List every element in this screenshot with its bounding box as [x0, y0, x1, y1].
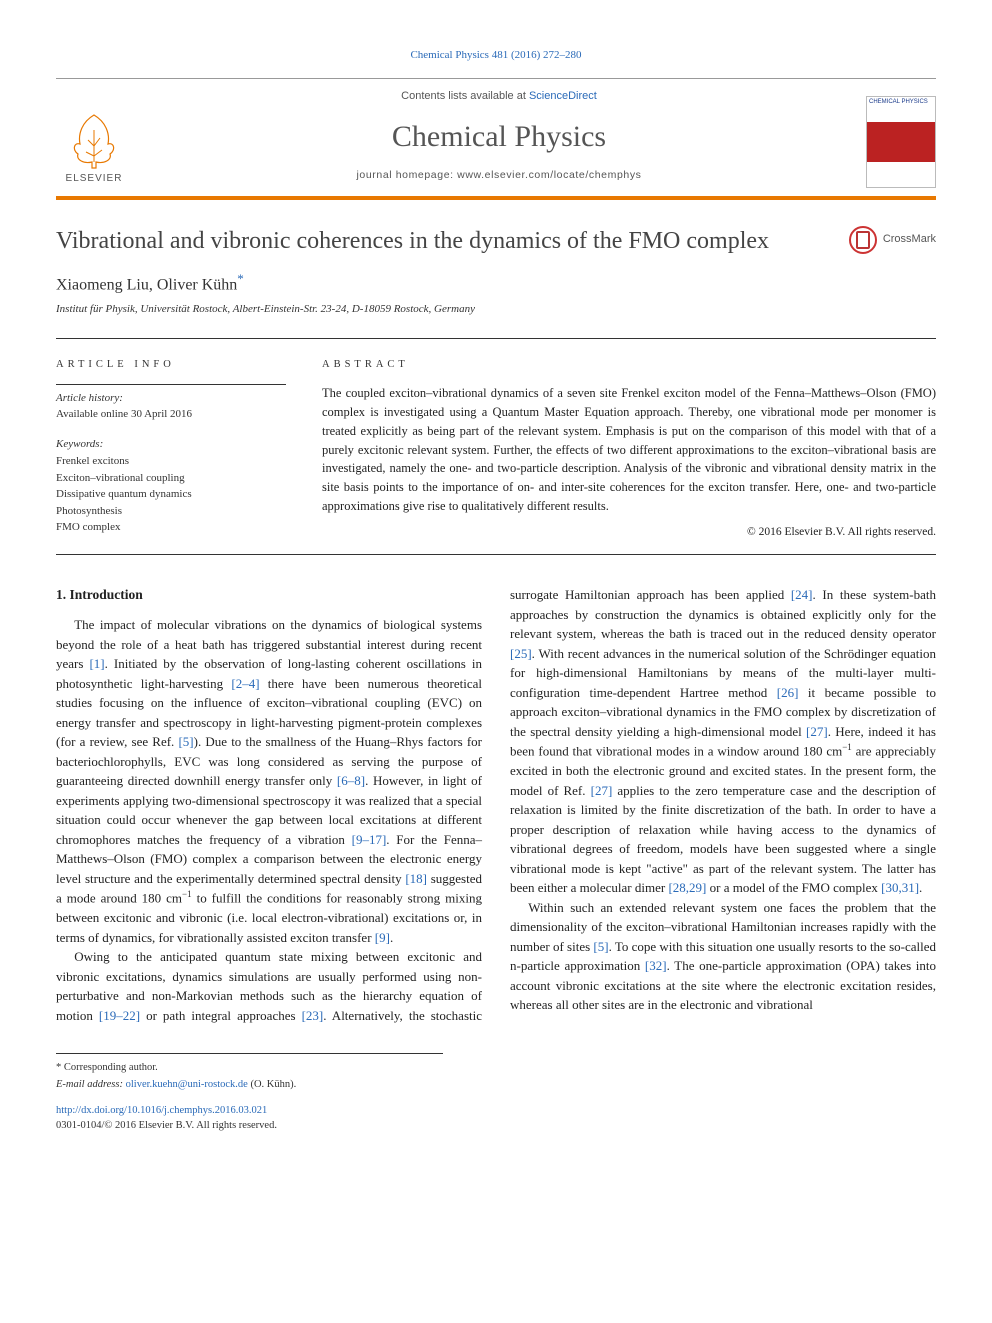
- doi-block: http://dx.doi.org/10.1016/j.chemphys.201…: [56, 1103, 936, 1133]
- citation-link[interactable]: [9–17]: [352, 832, 387, 847]
- keyword: Frenkel excitons: [56, 453, 286, 470]
- body-paragraph: Within such an extended relevant system …: [510, 898, 936, 1015]
- author-names: Xiaomeng Liu, Oliver Kühn: [56, 276, 237, 293]
- article-body: 1. Introduction The impact of molecular …: [56, 585, 936, 1025]
- keyword: Dissipative quantum dynamics: [56, 486, 286, 503]
- sciencedirect-link[interactable]: ScienceDirect: [529, 90, 597, 102]
- author-list: Xiaomeng Liu, Oliver Kühn*: [56, 270, 936, 297]
- journal-homepage-line: journal homepage: www.elsevier.com/locat…: [148, 168, 850, 183]
- keyword: Photosynthesis: [56, 503, 286, 520]
- contents-lists-line: Contents lists available at ScienceDirec…: [148, 89, 850, 105]
- keyword: Exciton–vibrational coupling: [56, 470, 286, 487]
- email-person: (O. Kühn).: [250, 1079, 296, 1090]
- divider-rule: [56, 338, 936, 339]
- citation-link[interactable]: [2–4]: [231, 676, 259, 691]
- citation-link[interactable]: [5]: [593, 939, 608, 954]
- citation-link[interactable]: [23]: [302, 1008, 324, 1023]
- citation-link[interactable]: [9]: [375, 930, 390, 945]
- citation-link[interactable]: [5]: [178, 734, 193, 749]
- elsevier-wordmark: ELSEVIER: [66, 172, 123, 187]
- email-label: E-mail address:: [56, 1079, 123, 1090]
- elsevier-logo: ELSEVIER: [56, 98, 132, 186]
- footnotes: * Corresponding author. E-mail address: …: [56, 1053, 443, 1092]
- author-email-link[interactable]: oliver.kuehn@uni-rostock.de: [126, 1079, 248, 1090]
- issn-copyright: 0301-0104/© 2016 Elsevier B.V. All right…: [56, 1118, 936, 1133]
- journal-masthead: ELSEVIER Contents lists available at Sci…: [56, 78, 936, 200]
- email-line: E-mail address: oliver.kuehn@uni-rostock…: [56, 1077, 443, 1092]
- citation-link[interactable]: [24]: [791, 587, 813, 602]
- journal-cover-thumbnail: CHEMICAL PHYSICS: [866, 96, 936, 188]
- affiliation: Institut für Physik, Universität Rostock…: [56, 302, 936, 318]
- homepage-url[interactable]: www.elsevier.com/locate/chemphys: [457, 169, 641, 181]
- citation-link[interactable]: [25]: [510, 646, 532, 661]
- abstract-heading: ABSTRACT: [322, 357, 936, 372]
- citation-link[interactable]: [26]: [777, 685, 799, 700]
- contents-prefix: Contents lists available at: [401, 90, 529, 102]
- history-label: Article history:: [56, 391, 286, 407]
- footnote-marker: *: [56, 1062, 61, 1073]
- history-value: Available online 30 April 2016: [56, 407, 286, 423]
- article-info-heading: ARTICLE INFO: [56, 357, 286, 372]
- abstract-text: The coupled exciton–vibrational dynamics…: [322, 384, 936, 515]
- superscript: −1: [842, 742, 852, 752]
- article-title: Vibrational and vibronic coherences in t…: [56, 226, 829, 256]
- homepage-prefix: journal homepage:: [356, 169, 457, 181]
- cover-journal-label: CHEMICAL PHYSICS: [869, 99, 933, 106]
- crossmark-label: CrossMark: [883, 232, 936, 248]
- citation-link[interactable]: [18]: [405, 871, 427, 886]
- doi-link[interactable]: http://dx.doi.org/10.1016/j.chemphys.201…: [56, 1105, 267, 1116]
- citation-link[interactable]: [30,31]: [881, 880, 919, 895]
- divider-rule-2: [56, 554, 936, 555]
- body-paragraph: The impact of molecular vibrations on th…: [56, 615, 482, 947]
- citation-link[interactable]: [28,29]: [668, 880, 706, 895]
- superscript: −1: [182, 889, 192, 899]
- citation-link[interactable]: [27]: [806, 724, 828, 739]
- corresponding-note: * Corresponding author.: [56, 1060, 443, 1075]
- journal-name: Chemical Physics: [148, 115, 850, 159]
- citation-link[interactable]: [19–22]: [99, 1008, 140, 1023]
- section-heading: 1. Introduction: [56, 585, 482, 605]
- keyword: FMO complex: [56, 519, 286, 536]
- keywords-list: Frenkel excitons Exciton–vibrational cou…: [56, 453, 286, 536]
- running-header: Chemical Physics 481 (2016) 272–280: [56, 48, 936, 64]
- info-subrule: [56, 384, 286, 385]
- citation-link[interactable]: [27]: [591, 783, 613, 798]
- elsevier-tree-icon: [64, 110, 124, 170]
- citation-link[interactable]: [1]: [89, 656, 104, 671]
- citation-link[interactable]: [32]: [645, 958, 667, 973]
- crossmark-badge[interactable]: CrossMark: [849, 226, 936, 254]
- corresponding-marker: *: [237, 271, 244, 286]
- keywords-label: Keywords:: [56, 437, 286, 453]
- crossmark-icon: [849, 226, 877, 254]
- abstract-copyright: © 2016 Elsevier B.V. All rights reserved…: [322, 524, 936, 541]
- citation-link[interactable]: [6–8]: [337, 773, 365, 788]
